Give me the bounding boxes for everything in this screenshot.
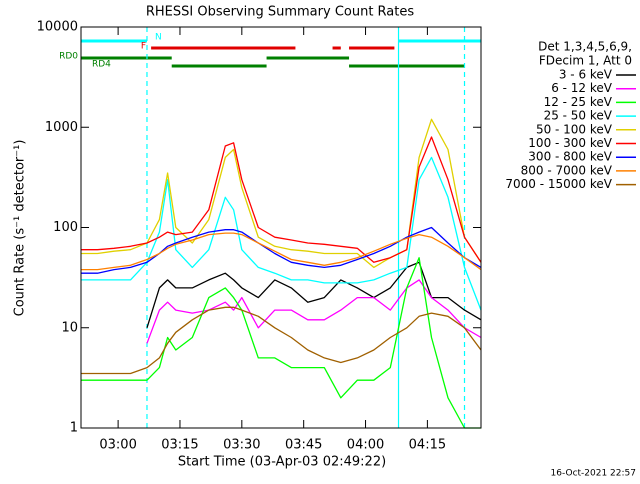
y-axis-label: Count Rate (s⁻¹ detector⁻¹)	[13, 140, 28, 317]
series-line	[81, 136, 482, 263]
y-tick-label: 10	[61, 320, 78, 335]
series-line	[81, 156, 482, 311]
legend-label: 800 - 7000 keV	[521, 163, 613, 177]
series-line	[81, 118, 482, 269]
series-line	[81, 257, 481, 429]
y-tick-label: 1000	[45, 120, 78, 135]
flag-label: N	[155, 33, 162, 43]
legend-header: FDecim 1, Att 0	[539, 54, 632, 68]
flag-label: RD4	[92, 60, 111, 70]
flag-label: F	[141, 42, 146, 52]
legend-label: 100 - 300 keV	[528, 136, 612, 150]
x-tick-label: 04:15	[409, 438, 446, 453]
x-axis-label: Start Time (03-Apr-03 02:49:22)	[178, 455, 386, 470]
y-tick-label: 1	[70, 421, 78, 436]
x-tick-label: 03:30	[223, 438, 260, 453]
legend-label: 6 - 12 keV	[551, 81, 613, 95]
legend-label: 50 - 100 keV	[536, 122, 613, 136]
x-tick-label: 03:45	[285, 438, 322, 453]
legend-label: 300 - 800 keV	[528, 150, 612, 164]
series-line	[81, 306, 482, 375]
x-tick-label: 03:15	[161, 438, 198, 453]
legend-label: 25 - 50 keV	[544, 109, 613, 123]
x-tick-label: 03:00	[99, 438, 136, 453]
series-line	[146, 279, 482, 344]
plot-frame	[80, 26, 482, 429]
series-line	[81, 226, 482, 274]
footer: 16-Oct-2021 22:57	[551, 469, 636, 479]
legend-header: Det 1,3,4,5,6,9,	[538, 40, 632, 54]
legend-label: 12 - 25 keV	[544, 95, 613, 109]
flag-label: RD0	[59, 52, 78, 62]
legend-label: 7000 - 15000 keV	[505, 177, 612, 191]
x-tick-label: 04:00	[347, 438, 384, 453]
y-tick-label: 10000	[37, 20, 78, 35]
legend-label: 3 - 6 keV	[559, 68, 613, 82]
y-tick-label: 100	[53, 220, 78, 235]
series-line	[81, 232, 482, 271]
chart-title: RHESSI Observing Summary Count Rates	[146, 5, 415, 20]
